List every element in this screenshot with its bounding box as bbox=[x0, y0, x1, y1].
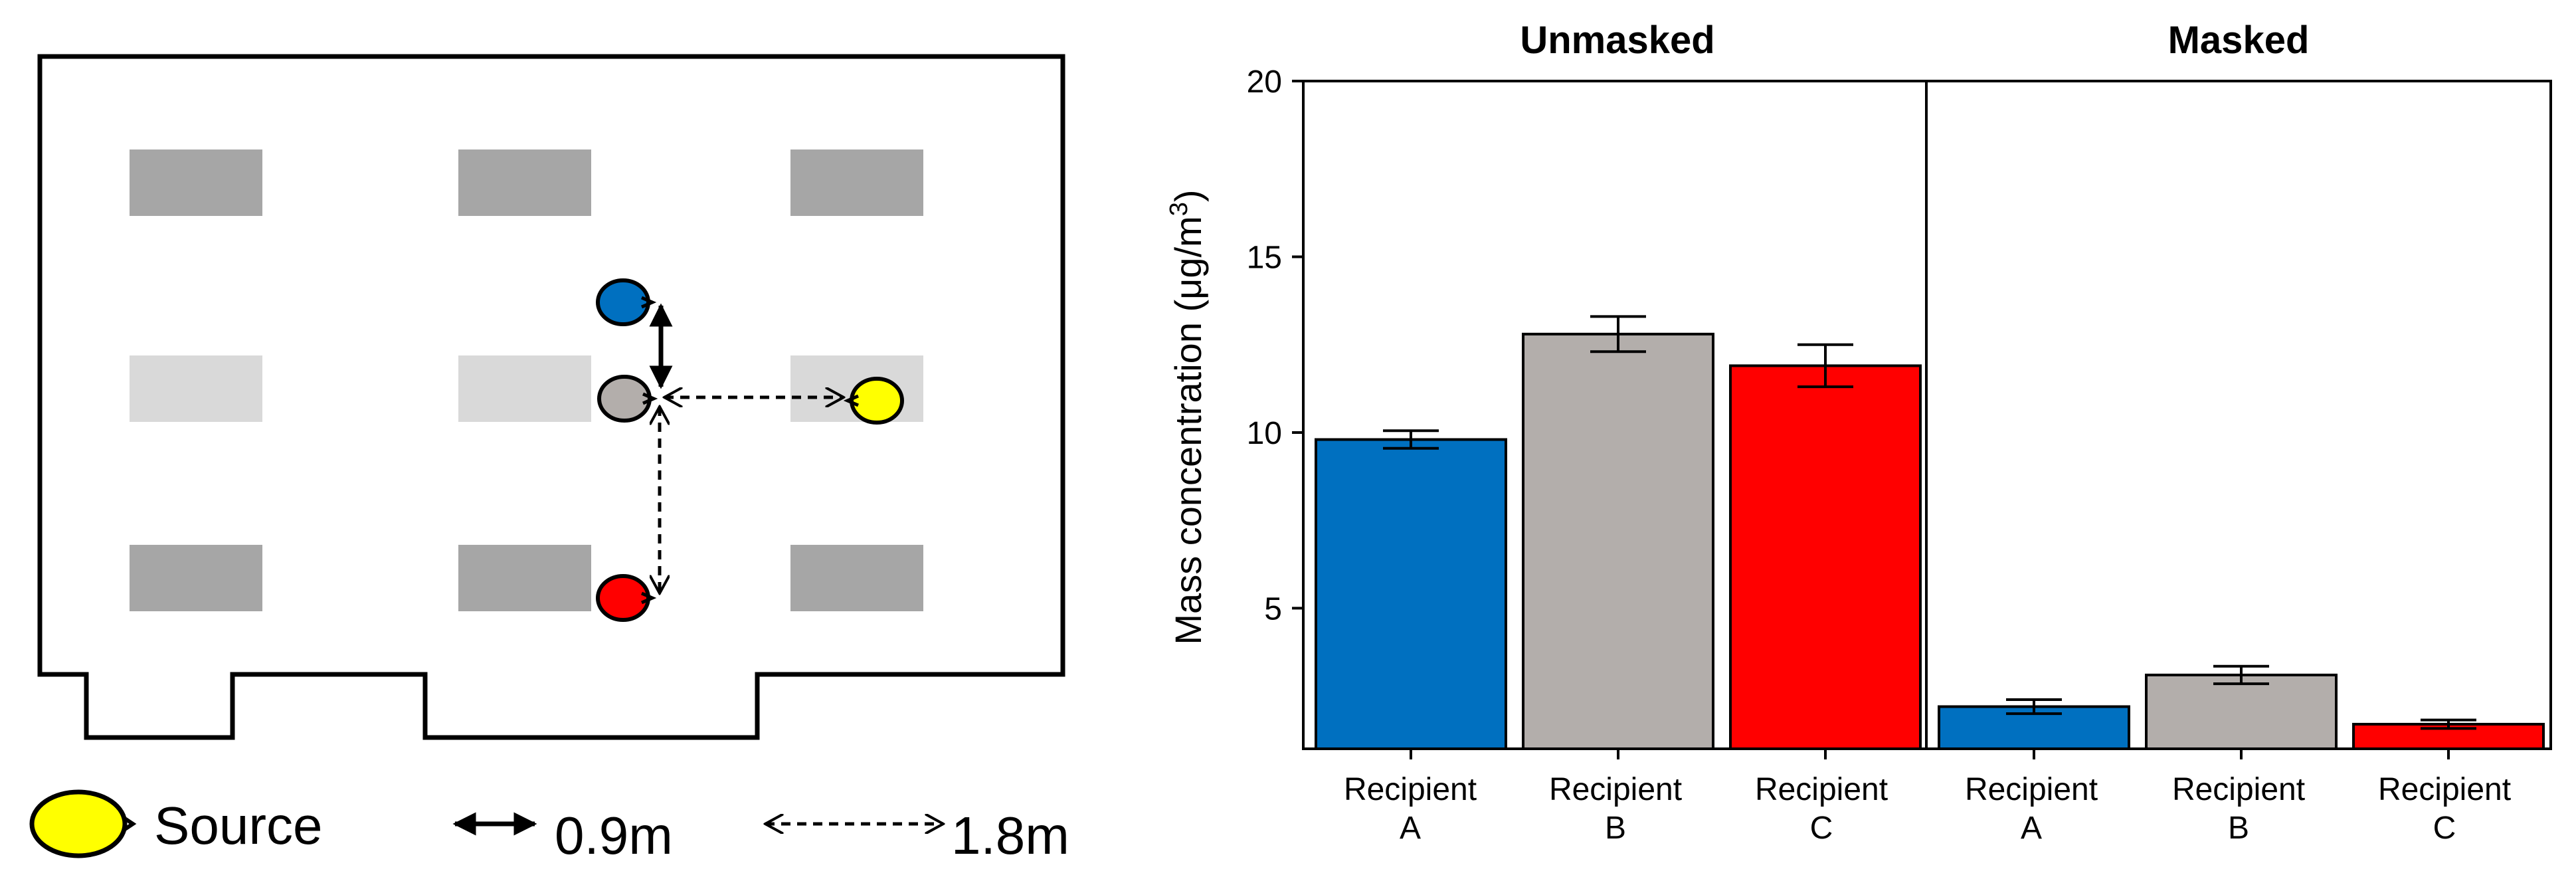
legend: Source 0.9m 1.8m bbox=[29, 789, 1069, 865]
recipient-c-head bbox=[596, 574, 657, 622]
bar bbox=[2145, 673, 2338, 751]
bar bbox=[1729, 364, 1922, 750]
panel-frame-masked bbox=[1925, 80, 2552, 750]
y-tick-label: 20 bbox=[1247, 64, 1282, 100]
room-outline bbox=[37, 54, 1065, 740]
recipient-b-head bbox=[597, 375, 658, 423]
error-bar bbox=[2421, 718, 2476, 730]
category-label: C bbox=[2433, 811, 2456, 846]
category-label: A bbox=[1400, 811, 1421, 846]
recipient-a-head bbox=[596, 278, 657, 326]
y-tick-label: 15 bbox=[1247, 240, 1282, 275]
bars-masked bbox=[1938, 664, 2545, 759]
y-tick-label: 5 bbox=[1264, 591, 1282, 627]
desk bbox=[458, 355, 591, 422]
category-label: B bbox=[2228, 811, 2249, 846]
desk bbox=[790, 545, 923, 611]
desk bbox=[130, 355, 262, 422]
panel-unmasked: Unmasked Recipient A Recipient B Recipie… bbox=[1302, 19, 1928, 846]
y-axis-ticks: 5 10 15 20 bbox=[1247, 64, 1303, 627]
category-label: Recipient bbox=[1755, 772, 1888, 807]
error-bar bbox=[1383, 429, 1439, 450]
panel-masked: Masked Recipient A Recipient B Recipient… bbox=[1925, 19, 2552, 846]
bar bbox=[1522, 332, 1714, 750]
bars-unmasked bbox=[1315, 315, 1922, 759]
bar bbox=[1315, 438, 1507, 750]
category-label: Recipient bbox=[1965, 772, 2098, 807]
legend-source-label: Source bbox=[154, 796, 322, 855]
desk bbox=[458, 149, 591, 216]
category-label: C bbox=[1810, 811, 1833, 846]
source-head bbox=[843, 377, 904, 425]
desk-row-middle bbox=[130, 355, 923, 422]
desk-row-bottom bbox=[130, 545, 923, 611]
legend-near-label: 0.9m bbox=[555, 806, 673, 865]
category-label: B bbox=[1605, 811, 1626, 846]
category-labels-unmasked: Recipient A Recipient B Recipient C bbox=[1344, 772, 1888, 846]
category-label: A bbox=[2021, 811, 2042, 846]
panel-title-masked: Masked bbox=[2168, 19, 2310, 62]
panel-title-unmasked: Unmasked bbox=[1520, 19, 1714, 62]
desk bbox=[130, 545, 262, 611]
category-label: Recipient bbox=[2378, 772, 2511, 807]
legend-far-label: 1.8m bbox=[951, 806, 1069, 865]
desk-row-top bbox=[130, 149, 923, 216]
error-bar bbox=[1797, 343, 1853, 389]
error-bar bbox=[2213, 664, 2269, 686]
category-label: Recipient bbox=[2172, 772, 2305, 807]
desk bbox=[130, 149, 262, 216]
room-diagram bbox=[37, 54, 1065, 740]
desk bbox=[790, 149, 923, 216]
error-bar bbox=[2006, 698, 2062, 716]
category-labels-masked: Recipient A Recipient B Recipient C bbox=[1965, 772, 2511, 846]
desk bbox=[458, 545, 591, 611]
legend-source-icon bbox=[29, 789, 137, 858]
y-axis-label: Mass concentration (μg/m3) bbox=[1165, 189, 1209, 644]
bar-chart: Mass concentration (μg/m3) 5 10 15 20 Unmas… bbox=[1165, 19, 2552, 846]
category-label: Recipient bbox=[1344, 772, 1477, 807]
error-bar bbox=[1590, 315, 1646, 353]
category-label: Recipient bbox=[1549, 772, 1682, 807]
y-tick-label: 10 bbox=[1247, 416, 1282, 451]
